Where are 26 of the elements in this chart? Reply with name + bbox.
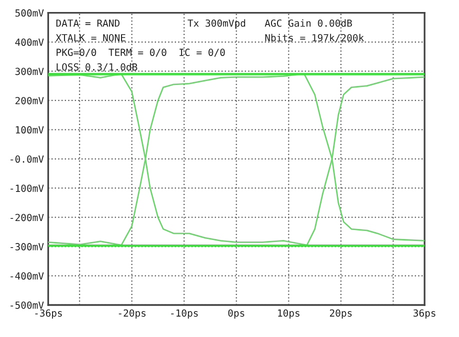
y-tick-label: 100mV — [16, 126, 44, 134]
y-tick-label: -100mV — [10, 184, 44, 192]
annotation: Tx 300mVpd — [188, 19, 246, 29]
x-tick-label: 10ps — [278, 309, 300, 319]
annotation: Nbits = 197k/200k — [265, 34, 364, 42]
annotation: LOSS 0.3/1.0dB — [56, 63, 138, 72]
x-tick-label: -36ps — [35, 309, 62, 319]
y-tick-label: 400mV — [15, 38, 44, 46]
x-tick-label: -20ps — [118, 309, 146, 319]
y-tick-label: -0.0mV — [10, 155, 44, 163]
annotation: PKG=0/0 TERM = 0/0 IC = 0/0 — [56, 48, 225, 57]
y-tick-label: -500mV — [10, 301, 44, 309]
y-tick-label: 300mV — [15, 68, 44, 76]
annotation: XTALK = NONE — [56, 34, 126, 42]
annotation: AGC Gain 0.00dB — [264, 19, 352, 27]
x-tick-label: 36ps — [414, 309, 436, 319]
y-tick-label: -300mV — [10, 243, 44, 250]
annotation: DATA = RAND — [56, 20, 120, 27]
line-series — [48, 73, 425, 246]
y-tick-label: 200mV — [15, 96, 44, 104]
y-tick-label: -400mV — [10, 272, 44, 280]
y-tick-label: -200mV — [10, 214, 44, 222]
y-tick-label: 500mV — [15, 9, 44, 17]
x-tick-label: -10ps — [171, 309, 198, 319]
x-tick-label: 20ps — [330, 309, 352, 319]
x-tick-label: 0ps — [228, 309, 244, 319]
